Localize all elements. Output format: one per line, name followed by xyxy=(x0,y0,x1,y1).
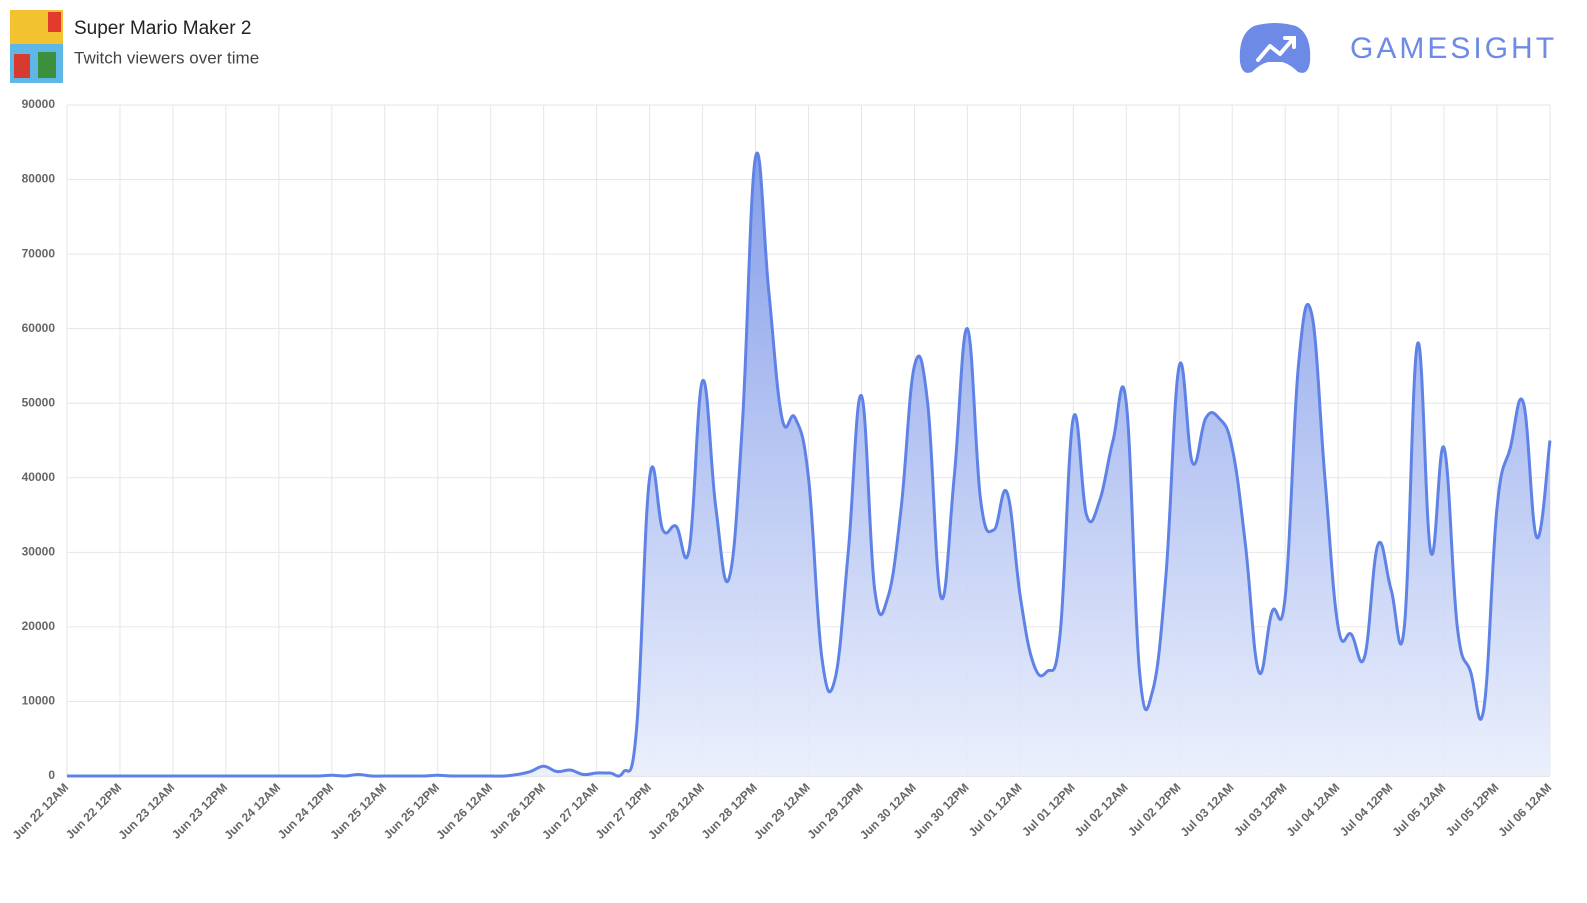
x-tick-label: Jun 26 12AM xyxy=(433,780,495,842)
x-tick-label: Jul 01 12AM xyxy=(966,780,1025,839)
x-tick-label: Jun 22 12AM xyxy=(10,780,72,842)
x-tick-label: Jun 24 12AM xyxy=(221,780,283,842)
x-tick-label: Jun 25 12AM xyxy=(327,780,389,842)
x-tick-label: Jul 04 12PM xyxy=(1337,780,1395,838)
game-cover xyxy=(10,10,63,83)
x-tick-label: Jun 30 12AM xyxy=(857,780,919,842)
brand-logo xyxy=(1239,23,1311,73)
y-tick-label: 90000 xyxy=(22,97,56,111)
y-tick-label: 80000 xyxy=(22,172,56,186)
y-tick-label: 60000 xyxy=(22,321,56,335)
y-tick-label: 0 xyxy=(48,768,55,782)
x-tick-label: Jul 04 12AM xyxy=(1284,780,1343,839)
x-tick-label: Jul 05 12PM xyxy=(1443,780,1501,838)
y-tick-label: 50000 xyxy=(22,395,56,409)
x-tick-label: Jul 06 12AM xyxy=(1495,780,1554,839)
x-tick-label: Jun 29 12AM xyxy=(751,780,813,842)
chart-subtitle: Twitch viewers over time xyxy=(74,48,259,67)
x-tick-label: Jun 23 12AM xyxy=(116,780,178,842)
y-tick-label: 40000 xyxy=(22,470,56,484)
line xyxy=(66,151,1552,778)
x-tick-label: Jul 01 12PM xyxy=(1019,780,1077,838)
x-tick-label: Jun 28 12AM xyxy=(645,780,707,842)
chart-title: Super Mario Maker 2 xyxy=(74,18,251,39)
x-tick-label: Jul 02 12PM xyxy=(1125,780,1183,838)
x-tick-label: Jul 03 12AM xyxy=(1178,780,1237,839)
x-tick-label: Jul 03 12PM xyxy=(1231,780,1289,838)
x-tick-label: Jul 02 12AM xyxy=(1072,780,1131,839)
brand-name: GAMESIGHT xyxy=(1350,32,1557,65)
y-tick-label: 30000 xyxy=(22,545,56,559)
y-tick-label: 10000 xyxy=(22,694,56,708)
x-tick-label: Jun 27 12AM xyxy=(539,780,601,842)
area-fill xyxy=(67,152,1550,777)
y-tick-label: 70000 xyxy=(22,246,56,260)
x-tick-label: Jun 30 12PM xyxy=(910,780,971,841)
x-tick-label: Jul 05 12AM xyxy=(1389,780,1448,839)
y-tick-label: 20000 xyxy=(22,619,56,633)
